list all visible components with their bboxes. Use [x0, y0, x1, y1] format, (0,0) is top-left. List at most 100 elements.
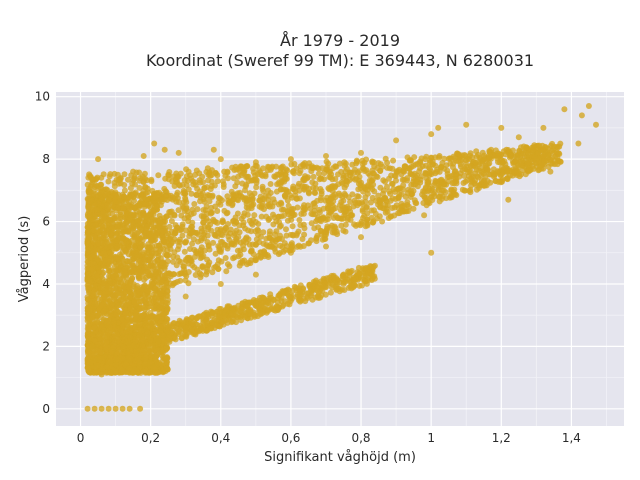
scatter-point	[86, 192, 93, 199]
scatter-point	[201, 198, 208, 205]
scatter-point	[112, 198, 119, 205]
scatter-point	[364, 210, 371, 217]
scatter-point	[338, 199, 345, 205]
scatter-point	[164, 288, 171, 295]
scatter-point	[141, 283, 148, 290]
scatter-point	[195, 238, 201, 245]
scatter-point	[248, 192, 255, 199]
scatter-point	[132, 253, 139, 259]
scatter-point	[395, 194, 402, 201]
scatter-point	[390, 157, 397, 164]
scatter-point	[280, 248, 287, 255]
scatter-point	[109, 301, 116, 308]
scatter-point	[186, 233, 193, 240]
scatter-point	[232, 214, 239, 221]
scatter-point	[195, 231, 202, 238]
scatter-point	[503, 164, 510, 171]
scatter-point	[88, 278, 95, 285]
scatter-point	[220, 218, 227, 225]
scatter-point	[265, 243, 272, 250]
scatter-point	[136, 321, 143, 328]
scatter-point	[240, 238, 247, 245]
scatter-point	[248, 201, 255, 208]
scatter-point	[424, 178, 431, 185]
scatter-point	[556, 151, 563, 157]
scatter-point	[177, 259, 184, 265]
scatter-point	[312, 180, 319, 187]
scatter-point	[289, 210, 296, 216]
scatter-point	[275, 171, 282, 178]
scatter-point	[245, 197, 252, 204]
scatter-point	[284, 167, 291, 174]
scatter-point	[131, 197, 137, 204]
scatter-point	[423, 153, 430, 160]
scatter-point	[301, 225, 308, 232]
scatter-point	[199, 173, 206, 180]
scatter-point	[520, 143, 527, 150]
scatter-point	[428, 169, 435, 176]
scatter-point	[179, 232, 186, 239]
scatter-point	[89, 260, 95, 267]
scatter-point	[300, 243, 307, 249]
scatter-point	[100, 329, 106, 336]
scatter-point	[91, 337, 98, 344]
scatter-point	[265, 217, 272, 223]
scatter-point	[444, 167, 451, 174]
scatter-point	[131, 205, 138, 211]
scatter-point	[332, 191, 338, 198]
scatter-point	[205, 177, 212, 184]
scatter-point	[374, 174, 381, 180]
scatter-point	[283, 187, 290, 193]
scatter-point	[209, 269, 216, 276]
scatter-point	[94, 183, 100, 190]
scatter-point	[267, 201, 274, 207]
scatter-point	[123, 279, 129, 286]
scatter-point	[214, 172, 221, 179]
scatter-point	[141, 256, 148, 263]
scatter-point	[92, 222, 99, 229]
scatter-point	[235, 173, 242, 180]
scatter-point	[333, 228, 340, 235]
scatter-point	[243, 303, 250, 310]
scatter-point	[315, 289, 322, 296]
scatter-point	[538, 162, 545, 169]
scatter-point	[223, 210, 230, 217]
scatter-point	[423, 202, 430, 209]
scatter-point	[218, 258, 225, 265]
scatter-point	[103, 257, 110, 263]
scatter-point	[467, 186, 474, 193]
scatter-point	[185, 218, 192, 225]
scatter-point	[100, 171, 107, 178]
scatter-point	[204, 232, 211, 239]
scatter-point	[118, 239, 125, 246]
scatter-point	[188, 190, 195, 197]
scatter-point	[233, 219, 240, 226]
scatter-point	[179, 223, 186, 230]
scatter-point	[156, 212, 163, 219]
scatter-point	[271, 173, 278, 180]
scatter-point	[225, 175, 231, 182]
scatter-point	[275, 213, 282, 220]
scatter-point	[401, 176, 408, 183]
scatter-point	[147, 283, 154, 290]
scatter-point	[157, 290, 164, 297]
scatter-point	[108, 313, 115, 320]
scatter-point	[159, 272, 166, 279]
scatter-point	[199, 263, 206, 270]
scatter-point	[86, 213, 93, 220]
scatter-point	[182, 271, 188, 278]
scatter-point	[90, 252, 97, 259]
scatter-point	[341, 159, 348, 166]
scatter-point	[380, 190, 386, 197]
scatter-point	[368, 263, 375, 270]
scatter-point	[524, 150, 531, 157]
scatter-point	[139, 173, 146, 180]
scatter-point	[149, 249, 156, 256]
scatter-point	[438, 163, 445, 170]
scatter-point	[114, 223, 121, 230]
scatter-point	[476, 182, 483, 189]
scatter-point	[205, 261, 212, 268]
scatter-point	[132, 313, 139, 320]
scatter-point	[116, 286, 123, 293]
